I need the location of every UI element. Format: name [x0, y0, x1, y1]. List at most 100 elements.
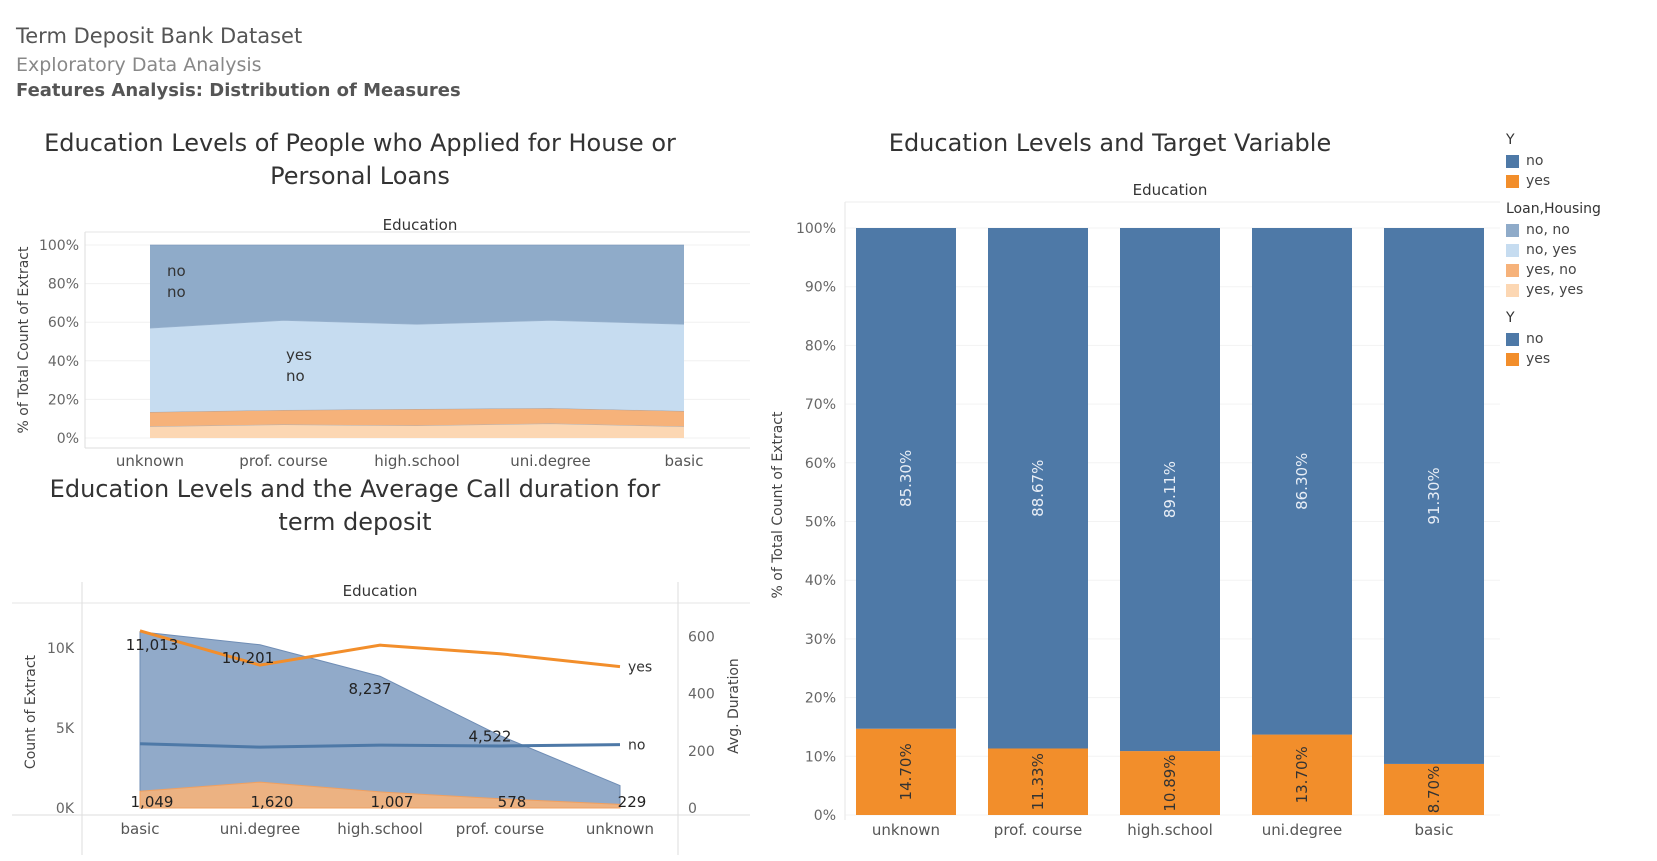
legend-label: no, yes	[1526, 242, 1577, 258]
chart2-line-no	[139, 742, 621, 749]
chart3-bar-no	[988, 228, 1088, 749]
chart1-y-tick: 80%	[48, 277, 79, 293]
chart3-y-tick: 30%	[805, 632, 836, 648]
chart2-y2-label: Avg. Duration	[726, 658, 742, 754]
chart3-label-yes: 14.70%	[897, 743, 915, 800]
chart3-bar-no	[1384, 228, 1484, 764]
legend-swatch	[1506, 223, 1519, 237]
legend-item[interactable]: no	[1506, 329, 1601, 349]
chart1-y-tick: 20%	[48, 392, 79, 408]
chart2-y-tick: 10K	[47, 641, 75, 657]
chart3-label-no: 85.30%	[897, 450, 915, 507]
chart1-annotation-label: no	[167, 283, 186, 301]
chart2-line-label-yes: yes	[628, 660, 652, 676]
chart3-y-tick: 70%	[805, 397, 836, 413]
chart3-bar-yes	[1252, 734, 1352, 815]
chart2-data-label-yes: 229	[618, 793, 647, 811]
chart3-bar-yes	[988, 748, 1088, 815]
dashboard-title: Term Deposit Bank Dataset	[16, 24, 303, 48]
chart1-y-tick: 100%	[39, 238, 79, 254]
legend-item[interactable]: no, no	[1506, 220, 1601, 240]
chart3-label-yes: 11.33%	[1029, 753, 1047, 810]
chart2-x-tick: basic	[121, 820, 160, 838]
chart2-data-label-yes: 1,007	[371, 793, 414, 811]
chart3-label-no: 91.30%	[1425, 467, 1443, 524]
chart3-y-tick: 0%	[814, 808, 836, 824]
chart3-y-label: % of Total Count of Extract	[770, 411, 786, 598]
legend-item[interactable]: yes, yes	[1506, 280, 1601, 300]
chart1-area-no-yes	[150, 320, 684, 412]
chart2-data-label-yes: 1,049	[131, 793, 174, 811]
chart2-y-tick: 0K	[56, 801, 75, 817]
chart3-bar-yes	[856, 728, 956, 815]
legend-item[interactable]: no, yes	[1506, 240, 1601, 260]
chart3-y-tick: 60%	[805, 456, 836, 472]
chart3-label-no: 88.67%	[1029, 460, 1047, 517]
chart1-y-tick: 60%	[48, 315, 79, 331]
chart2-y2-tick: 200	[688, 744, 715, 760]
chart1-area-no-no	[150, 245, 684, 328]
legend-item[interactable]: yes	[1506, 171, 1601, 191]
chart3-y-tick: 50%	[805, 515, 836, 531]
chart2-data-label-no: 4,522	[469, 728, 512, 746]
legend-swatch	[1506, 263, 1519, 277]
chart3-bar-no	[1120, 228, 1220, 752]
chart1-annotation-label: yes	[286, 346, 312, 364]
chart2-y2-tick: 600	[688, 630, 715, 646]
legend-swatch	[1506, 283, 1519, 297]
chart1-y-tick: 0%	[57, 431, 79, 447]
legend-label: no	[1526, 153, 1544, 169]
chart3-label-no: 89.11%	[1161, 461, 1179, 518]
chart2-x-header: Education	[343, 582, 418, 600]
chart1-x-tick: basic	[665, 452, 704, 470]
legend-swatch	[1506, 243, 1519, 257]
chart1-x-tick: unknown	[116, 452, 184, 470]
chart3-x-tick: unknown	[872, 821, 940, 839]
chart3-bar-no	[1252, 228, 1352, 735]
chart2-data-label-no: 10,201	[222, 649, 275, 667]
dashboard-subtitle: Exploratory Data Analysis	[16, 54, 262, 76]
legend-label: no	[1526, 331, 1544, 347]
chart3-bar-yes	[1120, 751, 1220, 815]
legend-label: yes, no	[1526, 262, 1577, 278]
chart1-x-header: Education	[383, 216, 458, 234]
chart1-x-tick: high.school	[374, 452, 460, 470]
chart3-x-tick: prof. course	[994, 821, 1082, 839]
chart3-label-yes: 10.89%	[1161, 754, 1179, 811]
chart3-bar-no	[856, 228, 956, 729]
chart2-x-tick: uni.degree	[220, 820, 301, 838]
chart1-x-tick: prof. course	[239, 452, 327, 470]
chart2-y-label: Count of Extract	[23, 654, 39, 769]
chart2-area-yes	[139, 781, 621, 809]
legend-title: Y	[1506, 132, 1515, 148]
legend-swatch	[1506, 154, 1519, 168]
chart2-x-tick: prof. course	[456, 820, 544, 838]
legend-title: Y	[1506, 310, 1515, 326]
chart3-title: Education Levels and Target Variable	[888, 129, 1332, 157]
chart1-y-label: % of Total Count of Extract	[16, 246, 32, 433]
legend-item[interactable]: yes	[1506, 349, 1601, 369]
chart2-y2-tick: 400	[688, 687, 715, 703]
legend-swatch	[1506, 352, 1519, 366]
legend-title: Loan,Housing	[1506, 201, 1601, 217]
chart1-annotation-label: no	[167, 262, 186, 280]
chart3-label-yes: 8.70%	[1425, 766, 1443, 814]
chart1-area-yes-no	[150, 408, 684, 427]
chart2-x-tick: unknown	[586, 820, 654, 838]
chart1-y-tick: 40%	[48, 354, 79, 370]
legend-label: yes, yes	[1526, 282, 1584, 298]
chart1-annotation-label: no	[286, 367, 305, 385]
chart3-y-tick: 90%	[805, 280, 836, 296]
chart1-x-tick: uni.degree	[510, 452, 591, 470]
legend-label: yes	[1526, 351, 1551, 367]
section-title: Features Analysis: Distribution of Measu…	[16, 80, 461, 101]
chart2-data-label-no: 11,013	[126, 636, 179, 654]
legend-label: no, no	[1526, 222, 1570, 238]
chart3-bar-yes	[1384, 763, 1484, 815]
chart2-x-tick: high.school	[337, 820, 423, 838]
legend-item[interactable]: no	[1506, 151, 1601, 171]
legend-item[interactable]: yes, no	[1506, 260, 1601, 280]
chart3-x-header: Education	[1133, 181, 1208, 199]
legend-label: yes	[1526, 173, 1551, 189]
